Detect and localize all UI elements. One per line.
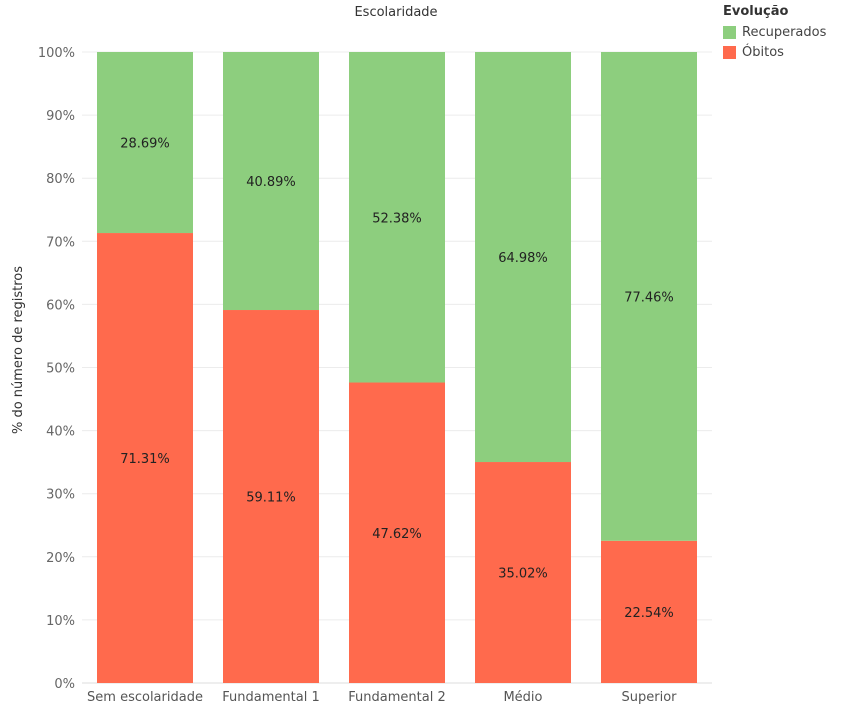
y-tick-label: 40% [46,425,75,440]
legend-item-obitos[interactable]: Óbitos [723,42,826,62]
bar-recuperados[interactable] [601,52,697,541]
data-label-obitos: 35.02% [498,567,548,582]
data-label-obitos: 59.11% [246,491,296,506]
bar-obitos[interactable] [97,233,193,683]
data-label-recuperados: 28.69% [120,137,170,152]
legend-item-recuperados[interactable]: Recuperados [723,22,826,42]
legend-title: Evolução [723,4,789,19]
data-label-recuperados: 40.89% [246,175,296,190]
y-tick-label: 80% [46,172,75,187]
y-tick-label: 90% [46,109,75,124]
data-label-obitos: 47.62% [372,527,422,542]
bar-recuperados[interactable] [475,52,571,463]
bar-recuperados[interactable] [349,52,445,383]
legend-swatch-obitos [723,45,736,59]
bar-obitos[interactable] [223,310,319,683]
bar-labels: 71.31% 28.69% 59.11% 40.89% 47.62% 52.38% 35.0… [120,137,674,621]
y-axis-ticks: 0% 10% 20% 30% 40% 50% 60% 70% 80% 90% 100% [38,46,75,692]
legend-swatch-recuperados [723,25,736,39]
chart-title: Escolaridade [354,5,437,20]
bar-obitos[interactable] [601,540,697,683]
y-tick-label: 50% [46,362,75,377]
y-tick-label: 30% [46,488,75,503]
legend: Evolução Recuperados Óbitos [723,4,826,62]
y-tick-label: 10% [46,614,75,629]
y-tick-label: 70% [46,235,75,250]
bar-recuperados[interactable] [97,52,193,234]
bars [97,52,697,683]
y-tick-label: 100% [38,46,75,61]
bar-obitos[interactable] [475,462,571,683]
x-tick-label: Fundamental 2 [348,690,445,705]
y-tick-label: 60% [46,298,75,313]
x-tick-label: Médio [503,690,542,705]
x-axis-ticks: Sem escolaridade Fundamental 1 Fundamental… [87,690,677,705]
bar-recuperados[interactable] [223,52,319,311]
legend-label-obitos: Óbitos [742,44,784,60]
data-label-recuperados: 52.38% [372,211,422,226]
data-label-recuperados: 77.46% [624,290,674,305]
x-tick-label: Superior [622,690,678,705]
y-axis-label: % do número de registros [11,266,26,434]
data-label-obitos: 22.54% [624,606,674,621]
y-tick-label: 20% [46,551,75,566]
legend-label-recuperados: Recuperados [742,24,827,40]
x-tick-label: Sem escolaridade [87,690,203,705]
data-label-recuperados: 64.98% [498,251,548,266]
x-tick-label: Fundamental 1 [222,690,319,705]
data-label-obitos: 71.31% [120,452,170,467]
bar-obitos[interactable] [349,382,445,683]
y-tick-label: 0% [54,677,75,692]
